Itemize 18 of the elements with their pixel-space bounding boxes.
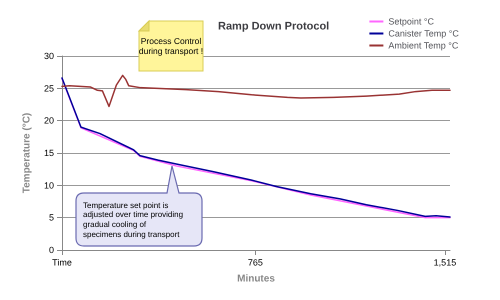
y-tick-label: 0 bbox=[48, 245, 54, 255]
y-tick-label: 20 bbox=[44, 116, 54, 126]
x-tick-label: 765 bbox=[248, 258, 263, 268]
line-series bbox=[61, 74, 451, 108]
y-axis-title: Temperature (°C) bbox=[22, 112, 32, 194]
x-axis-title: Minutes bbox=[237, 274, 276, 284]
legend-label: Ambient Temp °C bbox=[388, 40, 459, 50]
x-tick-label: Time bbox=[52, 258, 72, 268]
legend-label: Setpoint °C bbox=[388, 16, 435, 26]
y-tick-label: 15 bbox=[44, 148, 54, 158]
x-tick-label: 1,515 bbox=[434, 258, 456, 268]
y-tick-label: 5 bbox=[48, 212, 54, 223]
y-tick-label: 10 bbox=[44, 180, 54, 190]
y-tick-label: 25 bbox=[44, 83, 54, 94]
chart-title: Ramp Down Protocol bbox=[218, 20, 330, 32]
annotation: Temperature set point is adjusted over time providing gradual cooling of specimens during transport bbox=[83, 200, 184, 241]
legend-label: Canister Temp °C bbox=[388, 28, 460, 38]
y-tick-label: 30 bbox=[44, 51, 54, 61]
